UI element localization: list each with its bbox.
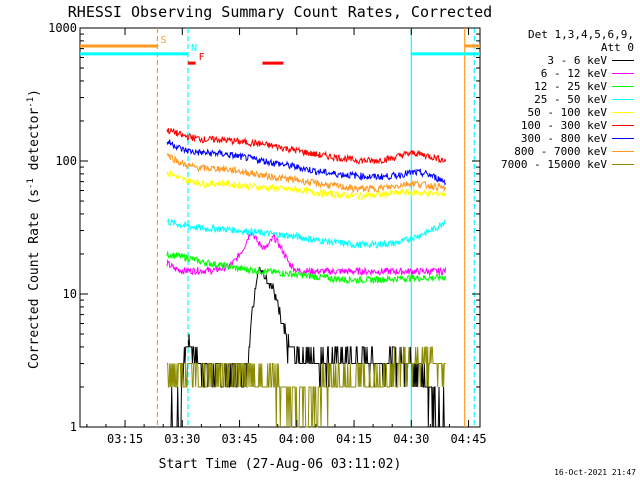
legend-item: 25 - 50 keV — [488, 93, 634, 106]
legend-label: 800 - 7000 keV — [514, 145, 607, 158]
y-tick-label-2: 100 — [55, 154, 77, 168]
legend-item: 300 - 800 keV — [488, 132, 634, 145]
legend-label: 12 - 25 keV — [534, 80, 607, 93]
y-axis: 1 10 100 1000 — [48, 21, 480, 434]
x-axis-label: Start Time (27-Aug-06 03:11:02) — [159, 457, 402, 472]
x-tick-label-0: 03:15 — [107, 432, 143, 446]
y-axis-label: Corrected Count Rate (s-1 detector-1) — [26, 89, 42, 369]
x-tick-label-5: 04:30 — [393, 432, 429, 446]
legend-swatch — [612, 125, 634, 126]
legend-swatch — [612, 86, 634, 87]
legend-label: 100 - 300 keV — [520, 119, 607, 132]
legend-item: 100 - 300 keV — [488, 119, 634, 132]
x-axis: 03:15 03:30 03:45 04:00 04:15 04:30 04:45 — [86, 28, 487, 446]
generation-timestamp: 16-Oct-2021 21:47 — [554, 468, 636, 477]
legend-label: 50 - 100 keV — [527, 106, 607, 119]
legend-item: 3 - 6 keV — [488, 54, 634, 67]
legend-attenuator: Att 0 — [600, 41, 634, 54]
legend-swatch — [612, 73, 634, 74]
y-tick-label-3: 1000 — [48, 21, 77, 35]
chart-title: RHESSI Observing Summary Count Rates, Co… — [68, 3, 492, 21]
status-label-0: S — [160, 35, 166, 46]
series-line-2 — [166, 251, 447, 285]
x-tick-label-2: 03:45 — [221, 432, 257, 446]
legend-item: 800 - 7000 keV — [488, 145, 634, 158]
series-line-4 — [166, 170, 447, 201]
series-line-8 — [167, 346, 446, 428]
legend-detectors: Det 1,3,4,5,6,9, — [528, 28, 634, 41]
plot-area: S NF — [79, 27, 481, 428]
legend-label: 7000 - 15000 keV — [501, 158, 607, 171]
x-tick-label-1: 03:30 — [164, 432, 200, 446]
y-tick-label-1: 10 — [63, 287, 77, 301]
series-line-7 — [166, 153, 447, 194]
series-line-6 — [166, 139, 447, 186]
x-tick-label-6: 04:45 — [450, 432, 486, 446]
legend-swatch — [612, 151, 634, 152]
series-line-1 — [166, 231, 447, 277]
series-line-3 — [166, 217, 447, 249]
status-label-4: F — [199, 52, 205, 63]
legend-label: 3 - 6 keV — [547, 54, 607, 67]
legend-rows: 3 - 6 keV 6 - 12 keV 12 - 25 keV 25 - 50 ke… — [488, 54, 634, 171]
status-label-1: N — [191, 43, 197, 54]
series-line-5 — [166, 128, 447, 165]
y-tick-label-0: 1 — [70, 420, 77, 434]
legend-swatch — [612, 138, 634, 139]
legend-item: 6 - 12 keV — [488, 67, 634, 80]
legend-label: 300 - 800 keV — [520, 132, 607, 145]
legend-item: 12 - 25 keV — [488, 80, 634, 93]
legend-label: 25 - 50 keV — [534, 93, 607, 106]
x-tick-label-4: 04:15 — [336, 432, 372, 446]
legend-item: 50 - 100 keV — [488, 106, 634, 119]
legend-swatch — [612, 99, 634, 100]
legend-swatch — [612, 112, 634, 113]
legend: Det 1,3,4,5,6,9, Att 0 3 - 6 keV 6 - 12 k… — [488, 28, 634, 171]
legend-item: 7000 - 15000 keV — [488, 158, 634, 171]
legend-swatch — [612, 164, 634, 165]
legend-label: 6 - 12 keV — [540, 67, 607, 80]
legend-swatch — [612, 60, 634, 61]
x-tick-label-3: 04:00 — [279, 432, 315, 446]
